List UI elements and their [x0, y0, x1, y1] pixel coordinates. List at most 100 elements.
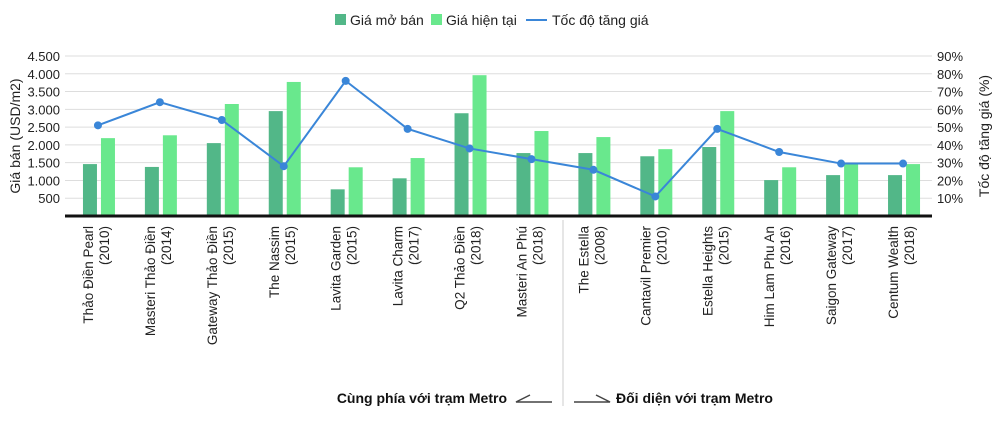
bar-open-price [206, 143, 221, 216]
category-label-year: (2010) [97, 226, 112, 265]
y-tick-label: 3.500 [27, 85, 60, 100]
y2-tick-label: 80% [937, 67, 963, 82]
category-label-name: The Estella [576, 226, 591, 294]
y-tick-label: 4.000 [27, 67, 60, 82]
bar-current-price [410, 158, 425, 216]
growth-point [837, 159, 846, 168]
y-tick-label: 2.500 [27, 120, 60, 135]
bar-open-price [516, 153, 531, 216]
y-tick-label: 3.000 [27, 102, 60, 117]
y-tick-label: 1.500 [27, 156, 60, 171]
category-label-year: (2014) [159, 226, 174, 265]
bar-current-price [782, 167, 797, 216]
category-label-year: (2015) [716, 226, 731, 265]
category-label-name: Lavita Garden [329, 226, 344, 311]
category-label-year: (2015) [345, 226, 360, 265]
bar-current-price [100, 138, 115, 216]
y-axis-title: Giá bán (USD/m2) [7, 78, 23, 193]
category-label-year: (2015) [283, 226, 298, 265]
category-label-name: Masteri An Phú [514, 226, 529, 318]
growth-line-path [97, 79, 904, 198]
bar-current-price [906, 164, 921, 216]
legend-swatch-current-price [431, 14, 442, 25]
legend: Giá mở bán Giá hiện tại Tốc độ tăng giá [335, 12, 649, 28]
bar-open-price [454, 113, 469, 216]
gridlines [65, 55, 932, 199]
y2-axis-title: Tốc độ tăng giá (%) [976, 75, 992, 197]
y-tick-label: 500 [38, 191, 60, 206]
category-label-year: (2018) [530, 226, 545, 265]
category-label-name: Saigon Gateway [824, 226, 839, 325]
category-label-year: (2017) [407, 226, 422, 265]
y-tick-label: 4.500 [27, 49, 60, 64]
bars [82, 75, 921, 216]
category-label-year: (2010) [654, 226, 669, 265]
growth-point [279, 162, 288, 171]
y-tick-label: 2.000 [27, 138, 60, 153]
growth-point [713, 124, 722, 133]
bar-current-price [162, 135, 177, 216]
bar-open-price [764, 180, 779, 216]
growth-point [651, 192, 660, 201]
category-label-year: (2016) [778, 226, 793, 265]
bar-open-price [82, 164, 97, 216]
bar-current-price [286, 81, 301, 216]
growth-point [899, 159, 908, 168]
y2-tick-label: 60% [937, 102, 963, 117]
bar-open-price [888, 175, 903, 216]
category-label-name: Lavita Charm [391, 226, 406, 306]
bar-current-price [658, 149, 673, 216]
bar-open-price [268, 111, 283, 216]
y2-tick-label: 70% [937, 85, 963, 100]
bar-open-price [578, 153, 593, 216]
category-label-year: (2015) [221, 226, 236, 265]
category-label-name: Q2 Thảo Điền [453, 226, 468, 310]
bar-open-price [826, 175, 841, 216]
y2-tick-label: 40% [937, 138, 963, 153]
category-label-year: (2008) [592, 226, 607, 265]
category-label-name: Cantavil Premier [638, 225, 653, 325]
bar-current-price [844, 164, 859, 216]
right-arrow-icon [574, 394, 611, 403]
category-label-name: Thảo Điền Pearl [81, 226, 96, 324]
category-label-year: (2018) [902, 226, 917, 265]
right-group-label: Đối diện với trạm Metro [616, 390, 773, 406]
y2-tick-label: 90% [937, 49, 963, 64]
y2-tick-label: 30% [937, 156, 963, 171]
left-arrow-icon [515, 394, 552, 403]
bar-current-price [348, 167, 363, 216]
bar-current-price [472, 75, 487, 216]
category-label-year: (2017) [840, 226, 855, 265]
y-tick-label: 1.000 [27, 173, 60, 188]
growth-point [155, 98, 164, 107]
category-label-name: Estella Heights [700, 226, 715, 316]
bar-open-price [330, 189, 345, 216]
bar-current-price [720, 111, 735, 216]
category-label-name: Him Lam Phu An [762, 226, 777, 327]
category-label-name: Masteri Thảo Điền [143, 226, 158, 336]
y2-tick-label: 20% [937, 173, 963, 188]
legend-label-open-price: Giá mở bán [350, 12, 424, 28]
category-label-name: Gateway Thảo Điền [205, 226, 220, 345]
category-label-name: Centum Wealth [886, 226, 901, 319]
bar-current-price [224, 104, 239, 216]
y2-tick-label: 50% [937, 120, 963, 135]
growth-point [403, 124, 412, 133]
growth-point [589, 165, 598, 174]
bar-current-price [596, 137, 611, 216]
bar-open-price [144, 166, 159, 216]
growth-point [341, 76, 350, 85]
growth-line [93, 76, 908, 201]
growth-point [527, 155, 536, 164]
bar-open-price [640, 156, 655, 216]
left-axis-ticks: 500 1.000 1.500 2.000 2.500 3.000 3.500 4.000 4.… [27, 49, 60, 206]
bar-open-price [392, 178, 407, 216]
bar-current-price [534, 131, 549, 216]
growth-point [93, 121, 102, 130]
legend-label-current-price: Giá hiện tại [446, 12, 517, 28]
growth-point [217, 116, 226, 124]
left-group-label: Cùng phía với trạm Metro [337, 390, 507, 406]
category-labels: Thảo Điền Pearl (2010) Masteri Thảo Điền (2… [81, 225, 917, 345]
category-label-year: (2018) [469, 226, 484, 265]
bar-open-price [702, 147, 717, 216]
